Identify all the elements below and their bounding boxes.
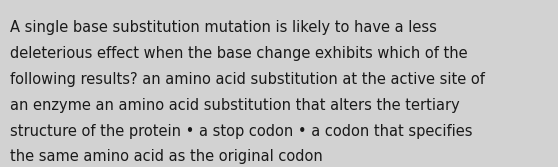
Text: deleterious effect when the base change exhibits which of the: deleterious effect when the base change … (10, 46, 468, 61)
Text: following results? an amino acid substitution at the active site of: following results? an amino acid substit… (10, 72, 485, 87)
Text: the same amino acid as the original codon: the same amino acid as the original codo… (10, 149, 323, 164)
Text: an enzyme an amino acid substitution that alters the tertiary: an enzyme an amino acid substitution tha… (10, 98, 460, 113)
Text: A single base substitution mutation is likely to have a less: A single base substitution mutation is l… (10, 20, 437, 35)
Text: structure of the protein • a stop codon • a codon that specifies: structure of the protein • a stop codon … (10, 124, 473, 139)
